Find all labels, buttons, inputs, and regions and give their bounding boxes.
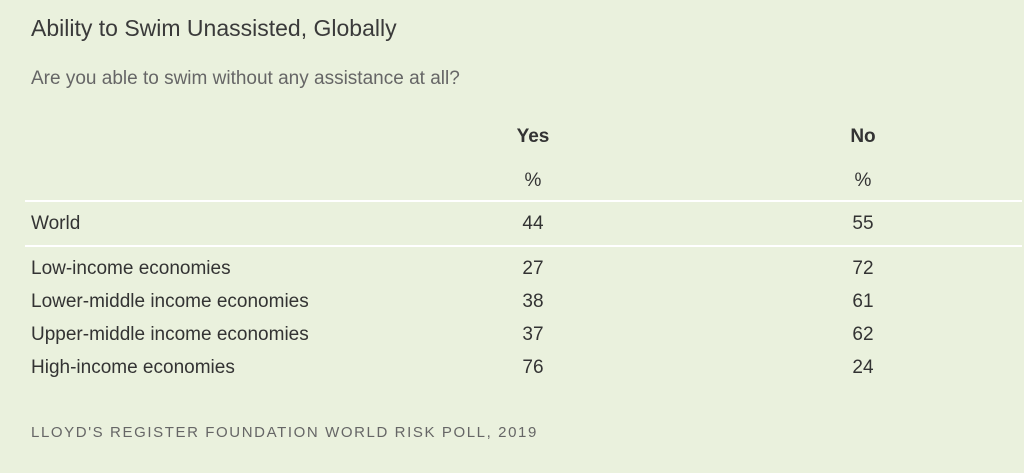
- column-header-yes: Yes: [516, 126, 550, 147]
- cell-no: 72: [852, 258, 874, 279]
- row-label: World: [31, 213, 81, 234]
- column-unit-yes: %: [524, 170, 542, 191]
- row-label: Upper-middle income economies: [31, 324, 309, 345]
- cell-no: 55: [852, 213, 874, 234]
- table-row: Upper-middle income economies 37 62: [0, 324, 1024, 354]
- row-label: High-income economies: [31, 357, 235, 378]
- cell-yes: 27: [522, 258, 544, 279]
- table-row: World 44 55: [0, 213, 1024, 243]
- row-label: Low-income economies: [31, 258, 231, 279]
- table-row: High-income economies 76 24: [0, 357, 1024, 387]
- cell-no: 61: [852, 291, 874, 312]
- column-header-no: No: [850, 126, 876, 147]
- header-divider: [25, 200, 1022, 202]
- source-note: LLOYD'S REGISTER FOUNDATION WORLD RISK P…: [31, 424, 538, 441]
- cell-no: 24: [852, 357, 874, 378]
- cell-yes: 38: [522, 291, 544, 312]
- world-divider: [25, 245, 1022, 247]
- cell-yes: 44: [522, 213, 544, 234]
- table-row: Low-income economies 27 72: [0, 258, 1024, 288]
- column-unit-no: %: [854, 170, 872, 191]
- chart-subtitle: Are you able to swim without any assista…: [31, 68, 460, 89]
- chart-title: Ability to Swim Unassisted, Globally: [31, 15, 397, 41]
- cell-yes: 76: [522, 357, 544, 378]
- row-label: Lower-middle income economies: [31, 291, 309, 312]
- table-row: Lower-middle income economies 38 61: [0, 291, 1024, 321]
- cell-no: 62: [852, 324, 874, 345]
- cell-yes: 37: [522, 324, 544, 345]
